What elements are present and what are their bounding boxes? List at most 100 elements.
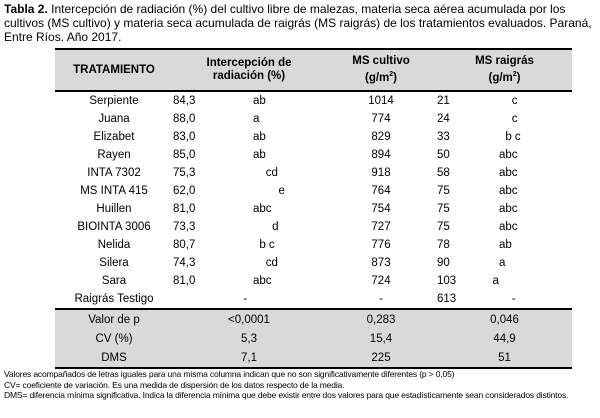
table-row: Nelida 80,7 b c 776 78 ab [55, 236, 572, 254]
row-ms-raigras-value: 75 [437, 185, 450, 197]
header-tratamiento: TRATAMIENTO [73, 63, 155, 76]
row-intercepcion-letters: abc [221, 203, 272, 215]
row-name-cell: Rayen [97, 149, 131, 161]
row-intercepcion-letters: b c [221, 239, 275, 251]
row-ms-raigras-letters: abc [467, 149, 518, 161]
row-intercepcion-value: 85,0 [173, 149, 196, 161]
row-ms-raigras-value: 75 [437, 203, 450, 215]
row-intercepcion-letters: cd [221, 257, 278, 269]
footnotes: Valores acompañados de letras iguales pa… [4, 369, 600, 401]
row-name-cell: Silera [99, 257, 129, 269]
row-intercepcion-letters: ab [221, 149, 266, 161]
stats-intercepcion: 5,3 [241, 332, 257, 345]
row-name-cell: Sara [101, 275, 127, 287]
row-name-cell: Huillen [96, 203, 132, 215]
row-intercepcion-value: 75,3 [173, 167, 196, 179]
row-ms-raigras-letters: abc [467, 221, 518, 233]
row-intercepcion-value: 73,3 [173, 221, 196, 233]
stats-row: DMS 7,1 225 51 [55, 348, 572, 368]
row-ms-cultivo-value: 764 [371, 185, 391, 197]
stats-row: Valor de p <0,0001 0,283 0,046 [55, 309, 572, 329]
row-ms-cultivo-value: 776 [371, 239, 391, 251]
row-ms-cultivo-value: - [379, 293, 383, 305]
table-row: Juana 88,0 a 774 24 c [55, 110, 572, 128]
row-intercepcion-letters: abc [221, 275, 272, 287]
row-ms-raigras-letters: abc [467, 167, 518, 179]
row-name-cell: Raigrás Testigo [74, 293, 154, 305]
caption-label: Tabla 2. [4, 2, 48, 16]
table-row: Huillen 81,0 abc 754 75 abc [55, 200, 572, 218]
row-name-cell: Nelida [97, 239, 131, 251]
header-intercepcion: Intercepción de radiación (%) [206, 57, 292, 82]
row-ms-raigras-value: 103 [437, 275, 457, 287]
row-intercepcion-value [173, 290, 221, 309]
row-intercepcion-value: 88,0 [173, 113, 196, 125]
row-intercepcion-value: 74,3 [173, 257, 196, 269]
row-ms-raigras-value: 50 [437, 149, 450, 161]
stats-ms-cultivo: 0,283 [366, 313, 396, 326]
table-row: Sara 81,0 abc 724 103 a [55, 272, 572, 290]
row-ms-raigras-value: 33 [437, 131, 450, 143]
table-stats: Valor de p <0,0001 0,283 0,046 CV (%) 5,3 15,4… [55, 309, 572, 368]
row-ms-cultivo-value: 829 [371, 131, 391, 143]
table-caption: Tabla 2. Intercepción de radiación (%) d… [4, 2, 598, 44]
row-name-cell: Juana [98, 113, 130, 125]
table-body: Serpiente 84,3 ab 1014 21 c Juana 88,0 a 774 24… [55, 91, 572, 309]
table-row: Rayen 85,0 ab 894 50 abc [55, 146, 572, 164]
row-intercepcion-value: 80,7 [173, 239, 196, 251]
row-ms-raigras-letters: abc [467, 203, 518, 215]
row-ms-raigras-letters: ab [467, 239, 512, 251]
table-row: Silera 74,3 cd 873 90 a [55, 254, 572, 272]
row-intercepcion-letters: e [221, 185, 285, 197]
caption-text: Intercepción de radiación (%) del cultiv… [4, 2, 592, 44]
header-ms-cultivo: MS cultivo (g/m2) [352, 55, 410, 84]
row-ms-raigras-letters: a [467, 275, 499, 287]
table-row: BIOINTA 3006 73,3 d 727 75 abc [55, 218, 572, 236]
row-ms-cultivo-value: 873 [371, 257, 391, 269]
row-ms-raigras-letters: a [467, 257, 506, 269]
row-ms-raigras-value: 21 [437, 95, 450, 107]
stats-name-cell: Valor de p [88, 313, 140, 326]
row-intercepcion-value: 62,0 [173, 185, 196, 197]
row-name-cell: BIOINTA 3006 [77, 221, 151, 233]
row-intercepcion-letters: a [221, 113, 260, 125]
row-ms-raigras-value: 24 [437, 113, 450, 125]
row-name-cell: Serpiente [89, 95, 139, 107]
row-ms-cultivo-value: 727 [371, 221, 391, 233]
row-ms-raigras-letters: abc [467, 185, 518, 197]
row-ms-cultivo-value: 1014 [368, 95, 394, 107]
footnote-letters: Valores acompañados de letras iguales pa… [4, 369, 455, 379]
table-row: Serpiente 84,3 ab 1014 21 c [55, 91, 572, 110]
row-ms-raigras-letters: c [467, 113, 518, 125]
row-ms-raigras-value: 613 [437, 293, 457, 305]
row-ms-raigras-value: 90 [437, 257, 450, 269]
row-name-cell: INTA 7302 [87, 167, 141, 179]
row-name-cell: Elizabet [93, 131, 135, 143]
row-ms-raigras-value: 78 [437, 239, 450, 251]
row-intercepcion-letters: ab [221, 95, 266, 107]
row-ms-raigras-letters: c [467, 95, 518, 107]
stats-name-cell: DMS [101, 351, 127, 364]
row-intercepcion-value: 83,0 [173, 131, 196, 143]
stats-intercepcion: <0,0001 [228, 313, 270, 326]
stats-ms-raigras: 51 [498, 351, 511, 364]
table-header: TRATAMIENTO Intercepción de radiación (%)… [55, 49, 572, 91]
row-ms-cultivo-value: 774 [371, 113, 391, 125]
row-ms-cultivo-value: 918 [371, 167, 391, 179]
stats-row: CV (%) 5,3 15,4 44,9 [55, 329, 572, 348]
row-intercepcion-letters: ab [221, 131, 266, 143]
footnote-dms: DMS= diferencia mínima significativa. In… [4, 390, 569, 401]
table-row: INTA 7302 75,3 cd 918 58 abc [55, 164, 572, 182]
table-row: Raigrás Testigo - -613 - [55, 290, 572, 309]
header-ms-raigras: MS raigrás (g/m2) [475, 55, 534, 84]
row-ms-raigras-value: 58 [437, 167, 450, 179]
stats-ms-raigras: 0,046 [490, 313, 519, 326]
stats-ms-raigras: 44,9 [493, 332, 516, 345]
stats-intercepcion: 7,1 [241, 351, 257, 364]
stats-ms-cultivo: 225 [371, 351, 391, 364]
row-intercepcion-value: 81,0 [173, 203, 196, 215]
row-name-cell: MS INTA 415 [80, 185, 148, 197]
footnote-cv: CV= coeficiente de variación. Es una med… [4, 379, 345, 390]
row-ms-raigras-letters: - [467, 293, 516, 305]
row-intercepcion-letters: - [221, 293, 248, 305]
